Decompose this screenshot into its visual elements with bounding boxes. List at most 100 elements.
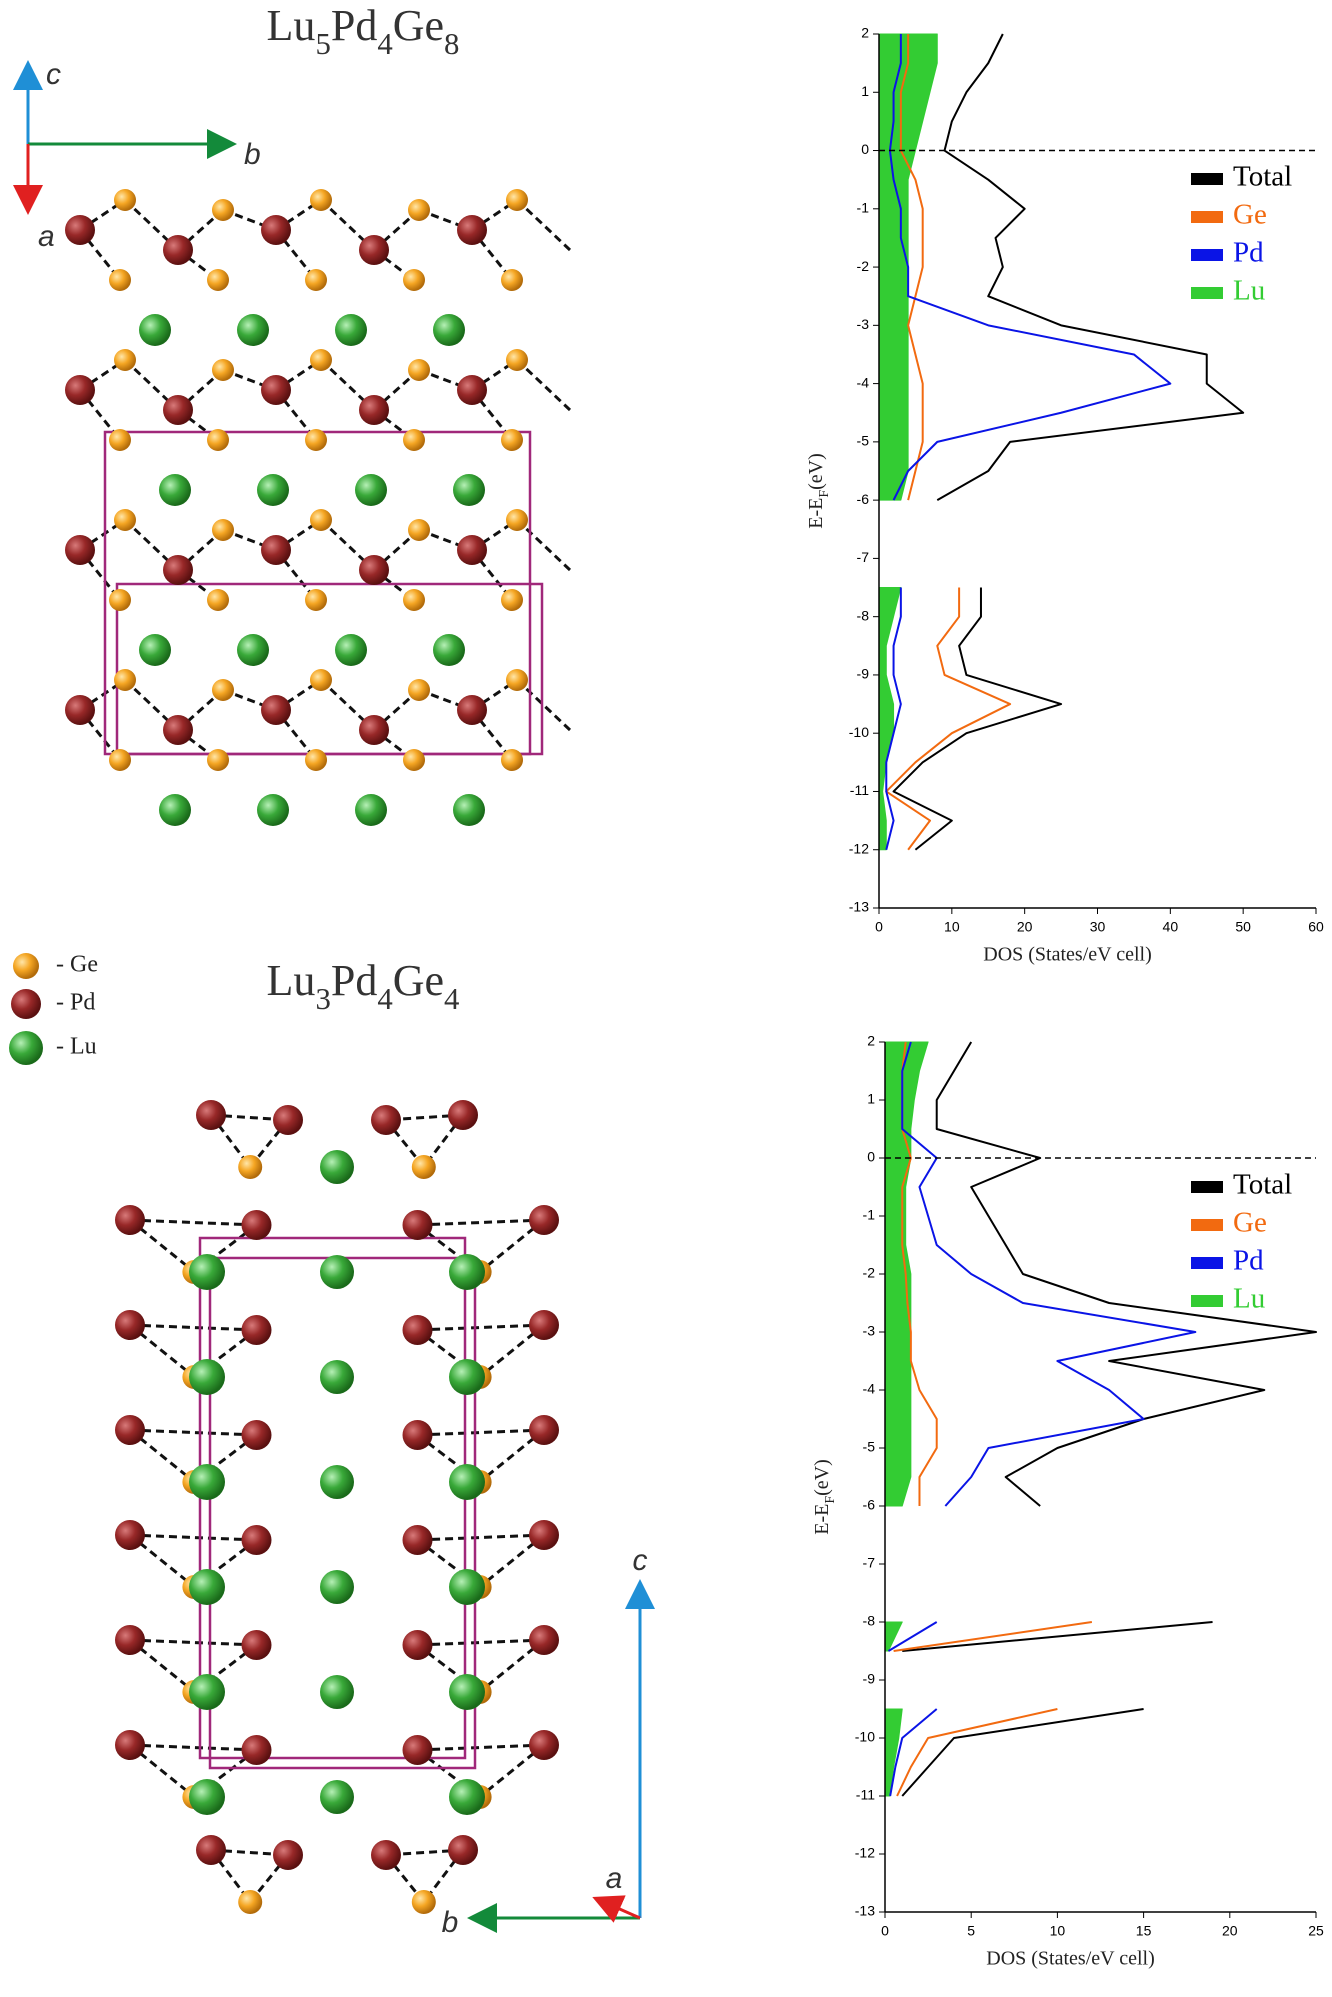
atom [238, 1890, 263, 1914]
atom [305, 589, 327, 611]
atom [402, 1525, 433, 1555]
area [878, 33, 938, 851]
atom [320, 1465, 354, 1499]
energy-tick-label: -1 [857, 200, 870, 216]
atom [403, 269, 425, 291]
energy-tick-label: 0 [867, 1149, 875, 1165]
text-part: Lu [267, 1, 316, 50]
bond [249, 1854, 290, 1903]
atom [238, 1155, 263, 1179]
atom [261, 695, 291, 725]
text-part: Pd [331, 1, 377, 50]
atom [115, 1205, 145, 1235]
atom [257, 474, 289, 506]
atom [115, 1310, 145, 1340]
atom [305, 269, 327, 291]
energy-tick-label: -6 [857, 491, 870, 507]
atom [355, 794, 387, 826]
atom [529, 1730, 559, 1760]
energy-tick-label: -4 [863, 1381, 876, 1397]
atom [402, 1210, 433, 1240]
atom [65, 215, 95, 245]
bond [177, 208, 224, 252]
bond [373, 368, 420, 412]
legend-swatch [1191, 287, 1223, 299]
legend-label: Lu [1233, 275, 1265, 307]
text-part: (eV) [811, 1459, 833, 1496]
legend-label: Ge [1233, 1207, 1267, 1239]
dos-tick-label: 60 [1308, 919, 1324, 935]
atom [241, 1420, 272, 1450]
atom [449, 1569, 485, 1605]
atom [305, 429, 327, 451]
energy-tick-label: 2 [867, 1033, 875, 1049]
atom [237, 634, 269, 666]
text-part: E-E [805, 498, 827, 529]
dos-tick-label: 15 [1136, 1923, 1152, 1939]
legend-label: - Pd [56, 990, 95, 1016]
subscript: 4 [377, 982, 392, 1016]
atom [196, 1835, 226, 1865]
legend-swatch [1191, 1181, 1223, 1193]
atom [320, 1255, 354, 1289]
atom [529, 1205, 559, 1235]
line [887, 1041, 1197, 1797]
energy-tick-label: -8 [857, 607, 870, 623]
atom [65, 695, 95, 725]
bond [222, 528, 277, 552]
atom [257, 794, 289, 826]
atom [115, 1625, 145, 1655]
line [885, 34, 1012, 851]
legend-label: Lu [1233, 1283, 1265, 1315]
axis-label: a [606, 1862, 623, 1895]
atom [310, 349, 332, 371]
legend-swatch [1191, 211, 1223, 223]
bond [249, 1119, 290, 1168]
bond [129, 1638, 257, 1647]
dos-tick-label: 0 [875, 919, 883, 935]
axis-label: b [244, 138, 261, 171]
subscript: F [823, 1496, 838, 1504]
bond [384, 1854, 425, 1903]
atom [212, 679, 234, 701]
dos-tick-label: 20 [1017, 919, 1033, 935]
atom [335, 634, 367, 666]
energy-tick-label: -6 [863, 1497, 876, 1513]
atom [402, 1420, 433, 1450]
atom [506, 669, 528, 691]
axis-label: c [633, 1544, 648, 1577]
atom [65, 375, 95, 405]
dos-tick-label: 30 [1090, 919, 1106, 935]
atom [529, 1520, 559, 1550]
atom [449, 1464, 485, 1500]
energy-tick-label: -7 [857, 549, 870, 565]
dos-tick-label: 10 [1050, 1923, 1066, 1939]
bond [129, 1323, 257, 1332]
text-part: Pd [331, 956, 377, 1005]
atom-legend: - Ge - Pd - Lu [9, 952, 98, 1065]
axis-label: c [46, 58, 61, 91]
atom [371, 1840, 401, 1870]
energy-tick-label: -11 [850, 782, 869, 798]
dos-axis-label: DOS (States/eV cell) [983, 944, 1152, 966]
atom [408, 199, 430, 221]
dos-tick-label: 0 [881, 1923, 889, 1939]
bond [417, 1533, 545, 1542]
atom [506, 189, 528, 211]
atom [159, 474, 191, 506]
axis-label: a [38, 220, 55, 253]
bond [417, 1638, 545, 1647]
bond [177, 528, 224, 572]
atom [163, 715, 193, 745]
bond [129, 1428, 257, 1437]
atom [449, 1779, 485, 1815]
atom [449, 1674, 485, 1710]
bond [417, 1428, 545, 1437]
atom [501, 429, 523, 451]
energy-tick-label: -5 [857, 433, 870, 449]
energy-tick-label: 2 [861, 25, 869, 41]
subscript: 5 [315, 27, 330, 61]
